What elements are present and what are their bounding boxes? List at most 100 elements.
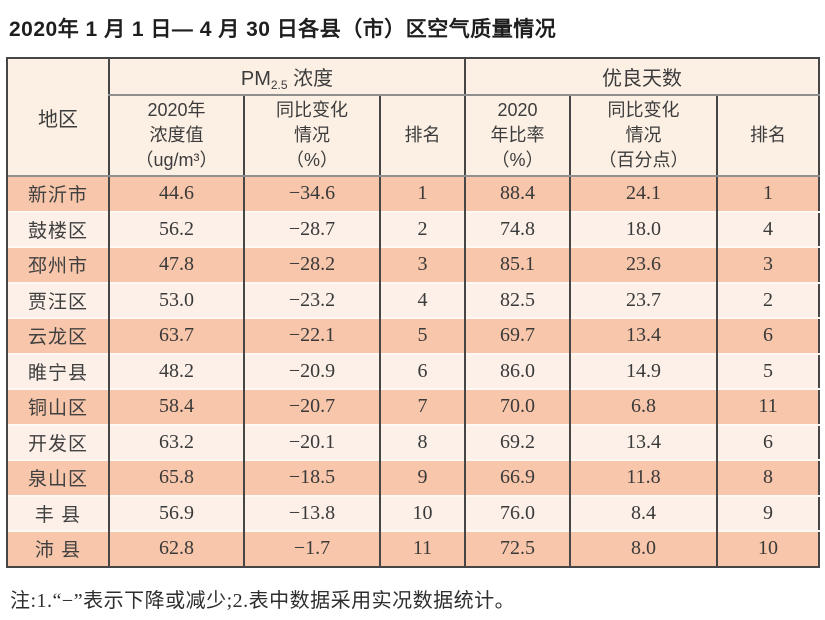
- rate-change-cell: 11.8: [569, 460, 717, 496]
- pm-change-cell: −23.2: [243, 282, 380, 318]
- column-header-pm-change: 同比变化 情况 （%）: [243, 95, 380, 177]
- column-header-rate-change: 同比变化 情况 （百分点）: [569, 95, 717, 177]
- rate-rank-cell: 6: [715, 318, 820, 354]
- pm-value-cell: 44.6: [108, 176, 244, 212]
- table-row: 云龙区 63.7 −22.1 5 69.7 13.4 6: [6, 318, 820, 354]
- pm-value-cell: 48.2: [108, 353, 244, 389]
- pm-value-cell: 58.4: [108, 389, 244, 425]
- pm-change-cell: −20.7: [243, 389, 380, 425]
- rate-rank-cell: 11: [715, 389, 820, 425]
- rate-cell: 69.7: [464, 318, 570, 354]
- region-cell: 开发区: [6, 424, 109, 460]
- pm-change-cell: −1.7: [243, 531, 380, 567]
- region-cell: 泉山区: [6, 460, 109, 496]
- pm-rank-cell: 5: [379, 318, 465, 354]
- column-header-region: 地区: [6, 58, 109, 176]
- table-row: 开发区 63.2 −20.1 8 69.2 13.4 6: [6, 424, 820, 460]
- rate-change-cell: 13.4: [569, 318, 717, 354]
- table-row: 睢宁县 48.2 −20.9 6 86.0 14.9 5: [6, 353, 820, 389]
- header-sub-row: 2020年 浓度值 （ug/m³） 同比变化 情况 （%） 排名 2020 年比…: [7, 95, 820, 177]
- pm-value-cell: 63.7: [108, 318, 244, 354]
- rate-change-cell: 8.4: [569, 495, 717, 531]
- pm-value-cell: 65.8: [108, 460, 244, 496]
- table-row: 沛 县 62.8 −1.7 11 72.5 8.0 10: [6, 531, 820, 567]
- pm-change-cell: −18.5: [243, 460, 380, 496]
- pm-rank-cell: 9: [379, 460, 465, 496]
- pm-value-cell: 56.9: [108, 495, 244, 531]
- table-header: 地区 PM2.5 浓度 优良天数 2020年 浓度值 （ug/m³） 同比变化 …: [6, 58, 820, 177]
- rate-cell: 76.0: [464, 495, 570, 531]
- page-title: 2020年 1 月 1 日— 4 月 30 日各县（市）区空气质量情况: [9, 18, 557, 41]
- region-cell: 新沂市: [6, 176, 109, 212]
- air-quality-table: 地区 PM2.5 浓度 优良天数 2020年 浓度值 （ug/m³） 同比变化 …: [6, 57, 821, 568]
- rate-rank-cell: 1: [715, 176, 820, 212]
- column-group-pm25: PM2.5 浓度: [108, 58, 465, 96]
- table-row: 铜山区 58.4 −20.7 7 70.0 6.8 11: [6, 389, 820, 425]
- pm-rank-cell: 4: [379, 282, 465, 318]
- table-body: 新沂市 44.6 −34.6 1 88.4 24.1 1 鼓楼区 56.2 −2…: [6, 176, 820, 567]
- pm-change-cell: −20.1: [243, 424, 380, 460]
- pm-rank-cell: 8: [379, 424, 465, 460]
- column-header-rate-rank: 排名: [715, 95, 820, 177]
- region-cell: 铜山区: [6, 389, 109, 425]
- table-row: 鼓楼区 56.2 −28.7 2 74.8 18.0 4: [6, 211, 820, 247]
- rate-cell: 70.0: [464, 389, 570, 425]
- table-row: 邳州市 47.8 −28.2 3 85.1 23.6 3: [6, 247, 820, 283]
- pm-value-cell: 47.8: [108, 247, 244, 283]
- pm-change-cell: −22.1: [243, 318, 380, 354]
- region-cell: 鼓楼区: [6, 211, 109, 247]
- pm25-label-prefix: PM: [240, 67, 271, 90]
- pm-change-cell: −28.7: [243, 211, 380, 247]
- rate-rank-cell: 9: [715, 495, 820, 531]
- rate-rank-cell: 4: [715, 211, 820, 247]
- column-group-good-days: 优良天数: [463, 58, 820, 96]
- rate-cell: 88.4: [464, 176, 570, 212]
- column-header-pm-value: 2020年 浓度值 （ug/m³）: [108, 95, 244, 177]
- rate-cell: 74.8: [464, 211, 570, 247]
- rate-rank-cell: 3: [715, 247, 820, 283]
- rate-change-cell: 6.8: [569, 389, 717, 425]
- pm-change-cell: −20.9: [243, 353, 380, 389]
- region-cell: 丰 县: [6, 495, 109, 531]
- column-header-rate: 2020 年比率 （%）: [464, 95, 570, 177]
- pm-value-cell: 62.8: [108, 531, 244, 567]
- rate-cell: 86.0: [464, 353, 570, 389]
- rate-change-cell: 13.4: [569, 424, 717, 460]
- rate-cell: 82.5: [464, 282, 570, 318]
- table-row: 新沂市 44.6 −34.6 1 88.4 24.1 1: [6, 176, 820, 212]
- pm-change-cell: −28.2: [243, 247, 380, 283]
- rate-rank-cell: 5: [715, 353, 820, 389]
- pm-rank-cell: 1: [379, 176, 465, 212]
- region-cell: 睢宁县: [6, 353, 109, 389]
- pm-rank-cell: 10: [379, 495, 465, 531]
- pm-change-cell: −34.6: [243, 176, 380, 212]
- header-group-row: 地区 PM2.5 浓度 优良天数: [6, 58, 820, 176]
- pm-value-cell: 63.2: [108, 424, 244, 460]
- table-row: 贾汪区 53.0 −23.2 4 82.5 23.7 2: [6, 282, 820, 318]
- pm-rank-cell: 7: [379, 389, 465, 425]
- pm-change-cell: −13.8: [243, 495, 380, 531]
- pm25-label-suffix: 浓度: [287, 67, 334, 90]
- rate-change-cell: 14.9: [569, 353, 717, 389]
- rate-cell: 72.5: [464, 531, 570, 567]
- footnote: 注:1.“−”表示下降或减少;2.表中数据采用实况数据统计。: [10, 589, 516, 612]
- region-cell: 沛 县: [6, 531, 109, 567]
- rate-rank-cell: 2: [715, 282, 820, 318]
- pm-rank-cell: 6: [379, 353, 465, 389]
- rate-rank-cell: 6: [715, 424, 820, 460]
- pm-value-cell: 56.2: [108, 211, 244, 247]
- rate-change-cell: 23.7: [569, 282, 717, 318]
- rate-cell: 66.9: [464, 460, 570, 496]
- region-cell: 邳州市: [6, 247, 109, 283]
- table-row: 丰 县 56.9 −13.8 10 76.0 8.4 9: [6, 495, 820, 531]
- pm-rank-cell: 11: [379, 531, 465, 567]
- region-cell: 贾汪区: [6, 282, 109, 318]
- pm-value-cell: 53.0: [108, 282, 244, 318]
- column-header-pm-rank: 排名: [379, 95, 465, 177]
- rate-rank-cell: 10: [715, 531, 820, 567]
- pm25-label-subscript: 2.5: [270, 77, 288, 92]
- rate-change-cell: 23.6: [569, 247, 717, 283]
- rate-change-cell: 8.0: [569, 531, 717, 567]
- table-row: 泉山区 65.8 −18.5 9 66.9 11.8 8: [6, 460, 820, 496]
- rate-cell: 69.2: [464, 424, 570, 460]
